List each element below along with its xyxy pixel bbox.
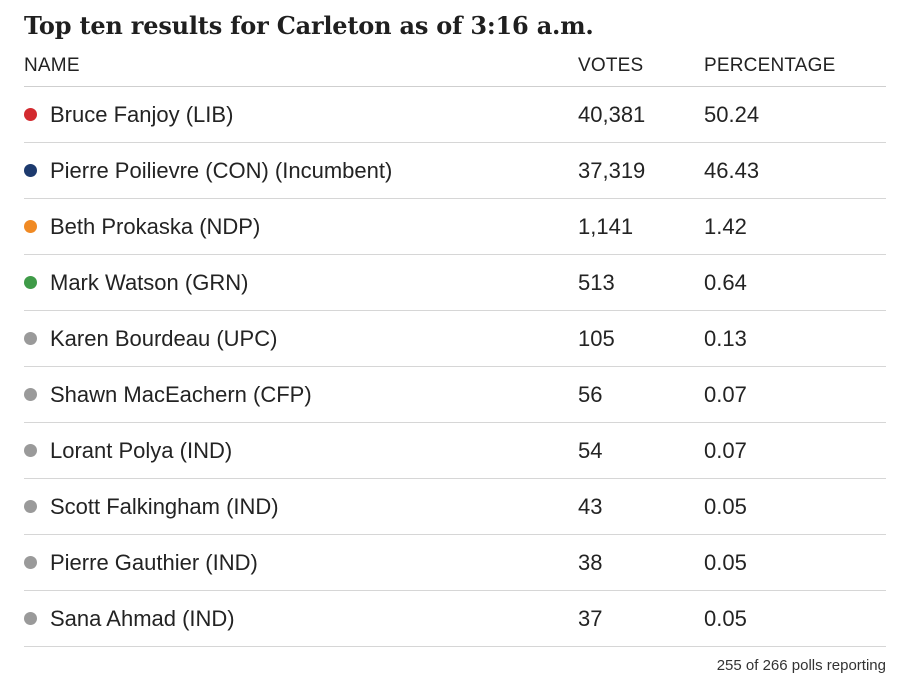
party-color-dot [24,164,37,177]
results-widget: Top ten results for Carleton as of 3:16 … [24,0,886,686]
party-color-dot [24,612,37,625]
candidate-name: Bruce Fanjoy (LIB) [50,102,234,127]
polls-reporting: 255 of 266 polls reporting [716,657,886,674]
candidate-votes: 56 [578,382,603,407]
candidate-votes: 37,319 [578,158,646,183]
candidate-percentage: 0.07 [704,438,747,463]
candidate-votes: 38 [578,550,603,575]
chart-title: Top ten results for Carleton as of 3:16 … [24,11,594,40]
candidate-percentage: 0.07 [704,382,747,407]
candidate-name: Scott Falkingham (IND) [50,494,279,519]
party-color-dot [24,556,37,569]
table-row: Bruce Fanjoy (LIB) 40,381 50.24 [24,87,886,143]
party-color-dot [24,332,37,345]
candidate-name: Lorant Polya (IND) [50,438,233,463]
candidate-percentage: 0.05 [704,550,747,575]
candidate-votes: 43 [578,494,603,519]
party-color-dot [24,220,37,233]
candidate-name: Karen Bourdeau (UPC) [50,326,278,351]
table-row: Scott Falkingham (IND) 43 0.05 [24,479,886,535]
header-votes: VOTES [578,55,644,76]
table-body: Bruce Fanjoy (LIB) 40,381 50.24 Pierre Poil… [24,87,886,647]
candidate-name: Sana Ahmad (IND) [50,606,235,631]
party-color-dot [24,444,37,457]
table-row: Lorant Polya (IND) 54 0.07 [24,423,886,479]
candidate-percentage: 0.13 [704,326,747,351]
candidate-percentage: 1.42 [704,214,747,239]
candidate-percentage: 0.05 [704,606,747,631]
candidate-name: Shawn MacEachern (CFP) [50,382,312,407]
table-row: Mark Watson (GRN) 513 0.64 [24,255,886,311]
candidate-percentage: 46.43 [704,158,760,183]
party-color-dot [24,500,37,513]
candidate-votes: 54 [578,438,603,463]
table-row: Pierre Gauthier (IND) 38 0.05 [24,535,886,591]
header-percentage: PERCENTAGE [704,55,836,76]
candidate-votes: 1,141 [578,214,634,239]
header-name: NAME [24,55,80,76]
table-row: Shawn MacEachern (CFP) 56 0.07 [24,367,886,423]
candidate-name: Pierre Poilievre (CON) (Incumbent) [50,158,393,183]
candidate-name: Pierre Gauthier (IND) [50,550,258,575]
table-row: Beth Prokaska (NDP) 1,141 1.42 [24,199,886,255]
candidate-votes: 513 [578,270,615,295]
candidate-percentage: 0.64 [704,270,747,295]
table-row: Karen Bourdeau (UPC) 105 0.13 [24,311,886,367]
candidate-percentage: 50.24 [704,102,760,127]
candidate-votes: 40,381 [578,102,646,127]
candidate-votes: 37 [578,606,603,631]
party-color-dot [24,108,37,121]
candidate-percentage: 0.05 [704,494,747,519]
candidate-name: Beth Prokaska (NDP) [50,214,261,239]
party-color-dot [24,388,37,401]
party-color-dot [24,276,37,289]
candidate-name: Mark Watson (GRN) [50,270,249,295]
candidate-votes: 105 [578,326,615,351]
table-row: Pierre Poilievre (CON) (Incumbent) 37,319… [24,143,886,199]
table-row: Sana Ahmad (IND) 37 0.05 [24,591,886,647]
results-table: NAME VOTES PERCENTAGE Bruce Fanjoy (LIB)… [24,50,886,647]
table-header: NAME VOTES PERCENTAGE [24,50,886,87]
